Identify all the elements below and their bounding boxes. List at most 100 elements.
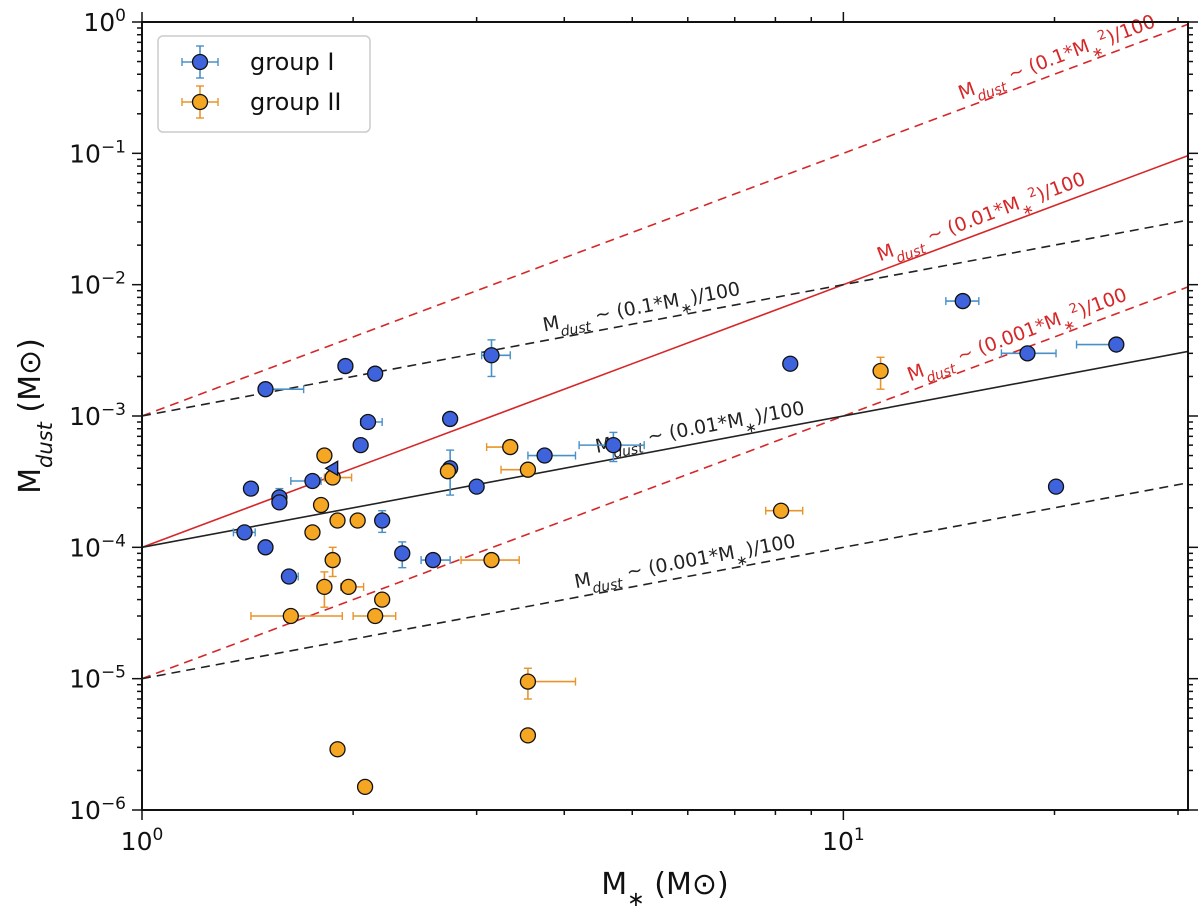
data-point-group_II <box>872 356 889 390</box>
y-tick-label: 10−4 <box>69 531 126 562</box>
marker-group_II <box>349 512 366 529</box>
legend-entry-group_II: group II <box>181 85 342 119</box>
axes: 100 101 100 10−1 10−2 10−3 10−4 10−5 10−6 M∗ (M⊙)… <box>13 6 1198 908</box>
model-line-r1 <box>142 23 1188 417</box>
data-point-group_I <box>359 413 383 431</box>
data-point-group_I <box>394 541 411 569</box>
marker-group_I <box>304 472 321 490</box>
data-point-group_I <box>257 381 305 398</box>
marker-group_I <box>280 568 298 585</box>
data-point-group_II <box>312 496 330 514</box>
marker-group_II <box>312 496 330 514</box>
marker-group_I <box>468 478 485 495</box>
model-line-b1 <box>142 219 1188 417</box>
data-point-group_I <box>1000 345 1057 362</box>
y-axis-label: Mdust (M⊙) <box>13 338 57 494</box>
marker-group_II <box>282 607 299 625</box>
marker-group_I <box>782 355 799 372</box>
marker-group_I <box>536 447 553 464</box>
marker-group_I <box>954 292 971 310</box>
data-point-group_II <box>460 551 520 569</box>
marker-group_II <box>356 778 374 796</box>
data-point-group_I <box>352 436 369 454</box>
marker-group_II <box>316 447 333 464</box>
data-point-group_II <box>316 571 333 608</box>
data-point-group_I <box>527 447 577 464</box>
marker-group_II <box>367 607 384 625</box>
data-point-group_II <box>339 578 365 596</box>
legend-marker <box>191 53 209 71</box>
marker-group_II <box>374 591 391 608</box>
data-point-group_II <box>500 461 537 478</box>
legend-entry-group_I: group I <box>181 45 334 79</box>
legend-marker <box>191 93 209 111</box>
marker-group_I <box>236 524 253 541</box>
marker-group_II <box>329 741 346 758</box>
data-point-group_I <box>257 539 274 556</box>
data-point-group_II <box>329 741 346 758</box>
data-point-group_I <box>1075 336 1125 353</box>
marker-group_I <box>483 347 500 364</box>
data-point-group_II <box>324 546 341 578</box>
marker-group_II <box>483 551 500 569</box>
y-tick-label: 10−3 <box>69 400 126 431</box>
marker-group_I <box>257 539 274 556</box>
marker-group_II <box>519 673 537 690</box>
data-point-group_I <box>280 568 299 585</box>
marker-group_I <box>352 436 369 454</box>
marker-group_I <box>605 436 622 454</box>
data-point-group_II <box>329 512 346 529</box>
data-point-group_II <box>519 727 537 744</box>
marker-group_II <box>772 502 790 519</box>
marker-group_II <box>519 461 537 478</box>
model-line-r3 <box>142 286 1188 680</box>
data-point-group_I <box>945 292 980 310</box>
y-tick-label: 10−6 <box>69 794 126 825</box>
marker-group_I <box>271 494 288 511</box>
y-tick-label: 100 <box>83 6 126 37</box>
data-point-group_I <box>242 480 260 497</box>
data-point-group_I <box>367 365 384 382</box>
y-tick-label: 10−1 <box>69 137 126 168</box>
model-line-b2 <box>142 350 1188 549</box>
data-point-group_I <box>1047 478 1065 495</box>
data-point-group_II <box>316 447 333 464</box>
data-point-group_I <box>337 357 354 375</box>
marker-group_I <box>424 551 442 569</box>
data-point-group_II <box>352 607 397 625</box>
marker-group_I <box>374 512 391 529</box>
data-point-group_I <box>782 355 799 372</box>
data-point-group_I <box>232 524 256 541</box>
marker-group_II <box>304 524 321 541</box>
marker-group_I <box>359 413 377 431</box>
data-point-group_I <box>374 510 391 534</box>
data-point-group_II <box>519 667 577 700</box>
legend-box <box>157 35 371 133</box>
data-point-group_I <box>271 494 288 511</box>
marker-group_II <box>872 362 889 380</box>
x-axis-label: M∗ (M⊙) <box>601 867 728 908</box>
marker-group_II <box>316 578 333 596</box>
marker-group_I <box>1019 345 1036 362</box>
marker-group_II <box>324 551 341 569</box>
data-point-group_I <box>468 478 485 495</box>
marker-group_I <box>367 365 384 382</box>
data-point-group_I <box>480 339 511 378</box>
marker-group_II <box>439 463 457 480</box>
data-point-group_I <box>420 551 451 569</box>
marker-group_I <box>242 480 260 497</box>
marker-group_I <box>441 410 459 428</box>
data-point-group_II <box>250 607 343 625</box>
legend-label: group I <box>250 48 334 76</box>
data-point-group_II <box>356 778 374 796</box>
marker-group_I <box>1108 336 1125 353</box>
data-point-group_II <box>439 463 457 480</box>
data-point-group_I <box>441 410 459 428</box>
model-line-b3 <box>142 482 1188 680</box>
data-point-group_II <box>374 591 391 608</box>
data-point-group_II <box>349 512 366 529</box>
marker-group_I <box>1047 478 1065 495</box>
marker-group_II <box>340 578 357 596</box>
marker-group_I <box>394 545 411 562</box>
